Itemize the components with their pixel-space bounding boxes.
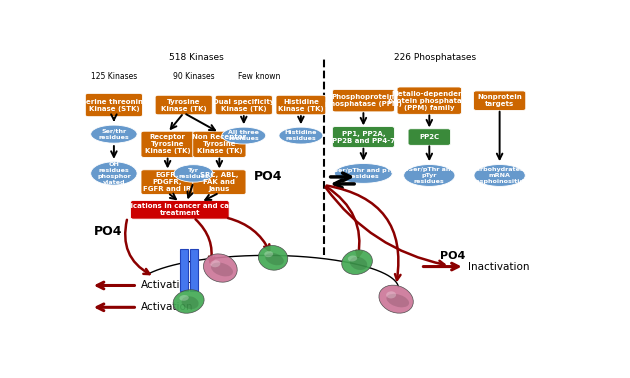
FancyBboxPatch shape bbox=[474, 91, 526, 110]
FancyBboxPatch shape bbox=[408, 129, 450, 145]
Text: pSer/pThr and
pTyr
residues: pSer/pThr and pTyr residues bbox=[404, 167, 455, 184]
Ellipse shape bbox=[350, 257, 367, 270]
FancyBboxPatch shape bbox=[155, 95, 212, 115]
Text: Implications in cancer and cancer
treatment: Implications in cancer and cancer treatm… bbox=[113, 203, 246, 216]
Ellipse shape bbox=[386, 291, 396, 299]
FancyBboxPatch shape bbox=[397, 87, 462, 114]
Ellipse shape bbox=[341, 250, 372, 274]
Text: All three
residues: All three residues bbox=[228, 130, 259, 141]
Text: PP1, PP2A,
PP2B and PP4-7: PP1, PP2A, PP2B and PP4-7 bbox=[332, 130, 395, 144]
Ellipse shape bbox=[348, 256, 357, 262]
Text: PO4: PO4 bbox=[440, 251, 466, 260]
Ellipse shape bbox=[379, 285, 413, 313]
Ellipse shape bbox=[404, 164, 455, 186]
Text: Activation: Activation bbox=[141, 280, 194, 290]
Ellipse shape bbox=[91, 125, 137, 143]
Ellipse shape bbox=[211, 262, 233, 276]
Text: Non Receptor
Tyrosine
Kinase (TK): Non Receptor Tyrosine Kinase (TK) bbox=[192, 134, 246, 154]
FancyBboxPatch shape bbox=[215, 95, 272, 115]
Ellipse shape bbox=[181, 296, 198, 309]
FancyBboxPatch shape bbox=[141, 131, 194, 157]
Text: Nonprotein
targets: Nonprotein targets bbox=[478, 94, 522, 107]
Text: Few known: Few known bbox=[238, 71, 280, 81]
Text: 90 Kinases: 90 Kinases bbox=[173, 71, 214, 81]
Text: PP2C: PP2C bbox=[419, 134, 439, 140]
FancyBboxPatch shape bbox=[130, 200, 229, 219]
Ellipse shape bbox=[258, 245, 288, 270]
FancyBboxPatch shape bbox=[333, 127, 394, 147]
FancyBboxPatch shape bbox=[85, 93, 142, 117]
Text: Ser/thr
residues: Ser/thr residues bbox=[98, 129, 129, 139]
Text: 125 Kinases: 125 Kinases bbox=[91, 71, 137, 81]
FancyBboxPatch shape bbox=[190, 249, 198, 291]
Text: PO4: PO4 bbox=[93, 225, 122, 238]
Ellipse shape bbox=[264, 251, 273, 257]
Text: Metallo-dependent
protein phosphatase
(PPM) family: Metallo-dependent protein phosphatase (P… bbox=[388, 91, 471, 111]
FancyBboxPatch shape bbox=[193, 170, 246, 195]
Text: Phosphoprotein
phosphatase (PPM): Phosphoprotein phosphatase (PPM) bbox=[325, 94, 402, 107]
FancyBboxPatch shape bbox=[141, 170, 194, 195]
Ellipse shape bbox=[335, 164, 392, 183]
Text: EGFR,
PDGFR,
FGFR and IR: EGFR, PDGFR, FGFR and IR bbox=[144, 172, 192, 192]
Text: Receptor
Tyrosine
Kinase (TK): Receptor Tyrosine Kinase (TK) bbox=[145, 134, 190, 154]
Ellipse shape bbox=[386, 294, 409, 307]
Text: Histidine
Kinase (TK): Histidine Kinase (TK) bbox=[278, 99, 324, 112]
Text: Activation: Activation bbox=[141, 302, 194, 312]
Text: OH
residues
phosphor
ylated: OH residues phosphor ylated bbox=[97, 162, 131, 184]
FancyBboxPatch shape bbox=[333, 90, 394, 112]
Text: Serine threonine
Kinase (STK): Serine threonine Kinase (STK) bbox=[81, 99, 147, 112]
Ellipse shape bbox=[91, 162, 137, 185]
FancyBboxPatch shape bbox=[180, 249, 188, 291]
Text: Tyrosine
Kinase (TK): Tyrosine Kinase (TK) bbox=[161, 99, 207, 112]
Ellipse shape bbox=[474, 164, 525, 186]
Text: Dual specificity
Kinase (TK): Dual specificity Kinase (TK) bbox=[213, 99, 275, 112]
Text: Histidine
residues: Histidine residues bbox=[285, 130, 317, 141]
Text: PO4: PO4 bbox=[253, 170, 282, 183]
Text: 226 Phosphatases: 226 Phosphatases bbox=[394, 53, 476, 62]
Ellipse shape bbox=[222, 127, 266, 144]
Ellipse shape bbox=[210, 260, 220, 267]
Text: Inactivation: Inactivation bbox=[468, 262, 530, 271]
Ellipse shape bbox=[265, 253, 284, 265]
Ellipse shape bbox=[173, 290, 204, 313]
FancyBboxPatch shape bbox=[276, 95, 326, 115]
FancyBboxPatch shape bbox=[193, 131, 246, 157]
Ellipse shape bbox=[180, 295, 189, 301]
Text: SRC, ABL,
FAK and
Janus: SRC, ABL, FAK and Janus bbox=[200, 172, 239, 192]
Ellipse shape bbox=[279, 127, 323, 144]
Text: 518 Kinases: 518 Kinases bbox=[169, 53, 223, 62]
Text: Carbohydrates,
mRNA
Phosphoinositides: Carbohydrates, mRNA Phosphoinositides bbox=[467, 167, 533, 184]
Ellipse shape bbox=[174, 165, 213, 182]
Ellipse shape bbox=[203, 254, 238, 282]
Text: pSer/pThr and pTyr
residues: pSer/pThr and pTyr residues bbox=[329, 168, 398, 179]
Text: Tyr
residues: Tyr residues bbox=[178, 168, 209, 179]
